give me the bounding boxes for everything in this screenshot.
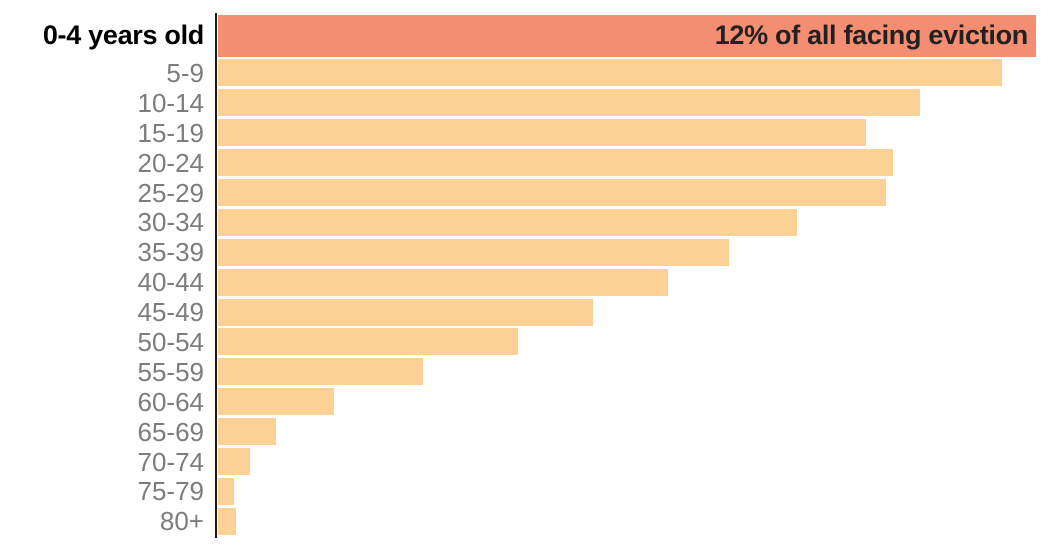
chart-row: 35-39 <box>0 237 1050 267</box>
age-group-label: 25-29 <box>137 177 205 208</box>
bar <box>218 298 593 326</box>
bar-area <box>218 148 1050 178</box>
chart-row: 20-24 <box>0 148 1050 178</box>
chart-rows: 0-4 years old 12% of all facing eviction 5… <box>0 13 1050 536</box>
chart-row: 65-69 <box>0 417 1050 447</box>
bar-area <box>218 178 1050 208</box>
chart-row: 15-19 <box>0 118 1050 148</box>
chart-row: 75-79 <box>0 476 1050 506</box>
bar-area <box>218 118 1050 148</box>
age-group-label: 55-59 <box>137 356 205 387</box>
chart-row: 70-74 <box>0 447 1050 477</box>
chart-row: 10-14 <box>0 88 1050 118</box>
bar-area <box>218 447 1050 477</box>
chart-row: 55-59 <box>0 357 1050 387</box>
bar-area <box>218 417 1050 447</box>
age-group-label: 0-4 years old <box>42 20 204 50</box>
bar <box>218 89 921 117</box>
chart-row: 25-29 <box>0 178 1050 208</box>
bar-area <box>218 58 1050 88</box>
bar-area <box>218 237 1050 267</box>
age-group-label: 45-49 <box>137 297 205 328</box>
bar: 12% of all facing eviction <box>218 14 1036 57</box>
y-axis-line <box>215 13 217 538</box>
age-group-label: 80+ <box>159 506 204 537</box>
bar <box>218 179 887 206</box>
bar <box>218 208 798 236</box>
bar <box>218 477 234 505</box>
chart-row: 5-9 <box>0 58 1050 88</box>
bar <box>218 149 893 177</box>
chart-row: 80+ <box>0 506 1050 536</box>
bar <box>218 448 251 476</box>
bar-area <box>218 476 1050 506</box>
chart-row: 0-4 years old 12% of all facing eviction <box>0 13 1050 58</box>
bar-annotation: 12% of all facing eviction <box>714 20 1029 50</box>
bar-area <box>218 88 1050 118</box>
age-group-label: 70-74 <box>137 446 205 477</box>
age-group-label: 40-44 <box>137 267 205 298</box>
bar <box>218 238 730 266</box>
age-group-label: 60-64 <box>137 386 205 417</box>
age-group-label: 15-19 <box>137 117 205 148</box>
age-group-label: 5-9 <box>166 57 204 88</box>
bar <box>218 268 668 296</box>
chart-row: 50-54 <box>0 327 1050 357</box>
age-group-label: 50-54 <box>137 326 205 357</box>
age-group-label: 30-34 <box>137 207 205 238</box>
age-group-label: 10-14 <box>137 87 205 118</box>
age-group-label: 35-39 <box>137 237 205 268</box>
chart-row: 40-44 <box>0 267 1050 297</box>
chart-row: 30-34 <box>0 207 1050 237</box>
bar-area: 12% of all facing eviction <box>218 13 1050 58</box>
bar-area <box>218 297 1050 327</box>
bar-area <box>218 387 1050 417</box>
bar-area <box>218 506 1050 536</box>
age-group-label: 75-79 <box>137 476 205 507</box>
bar <box>218 507 237 535</box>
bar <box>218 119 866 147</box>
bar <box>218 358 423 386</box>
bar <box>218 388 334 416</box>
bar <box>218 328 518 356</box>
age-group-label: 20-24 <box>137 147 205 178</box>
chart-row: 60-64 <box>0 387 1050 417</box>
bar <box>218 59 1002 87</box>
bar-area <box>218 267 1050 297</box>
bar-area <box>218 207 1050 237</box>
chart-row: 45-49 <box>0 297 1050 327</box>
bar-area <box>218 327 1050 357</box>
bar <box>218 418 276 446</box>
age-group-label: 65-69 <box>137 416 205 447</box>
bar-area <box>218 357 1050 387</box>
